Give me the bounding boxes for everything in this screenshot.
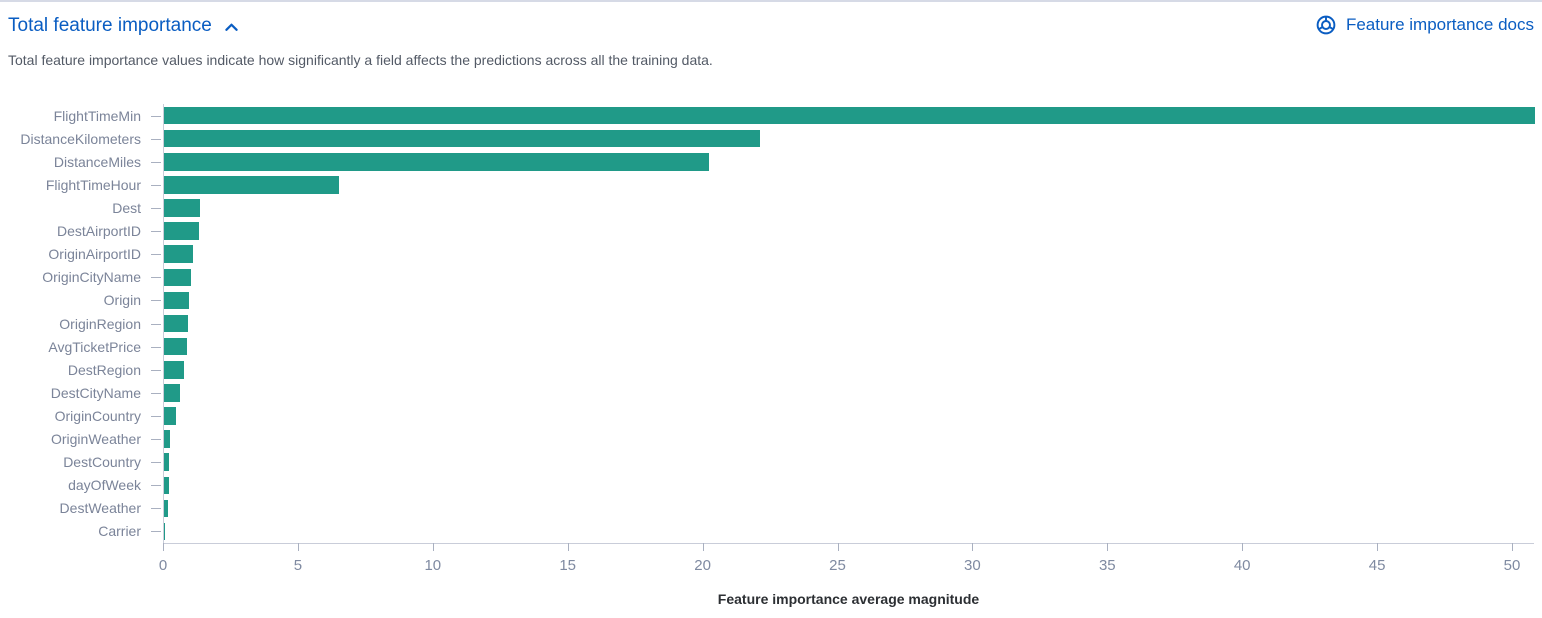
y-tick-mark [151, 324, 161, 325]
feature-importance-docs-link[interactable]: Feature importance docs [1315, 13, 1534, 37]
y-axis-label: OriginRegion [59, 315, 141, 332]
y-axis-label: OriginCityName [42, 269, 141, 286]
bar-DestCountry [164, 453, 169, 471]
y-axis-line [163, 104, 164, 543]
y-axis-label: DestAirportID [56, 223, 141, 240]
x-tick-label: 30 [964, 557, 981, 574]
x-tick-mark [1107, 543, 1109, 551]
x-tick-mark [163, 543, 164, 551]
bar-DistanceMiles [164, 153, 709, 171]
x-tick-label: 40 [1233, 557, 1251, 574]
x-tick-label: 5 [293, 557, 303, 574]
documentation-icon [1315, 14, 1337, 36]
x-tick-label: 50 [1503, 557, 1521, 574]
y-tick-mark [151, 277, 161, 278]
y-tick-mark [151, 485, 161, 486]
y-axis-label: AvgTicketPrice [48, 338, 141, 355]
x-tick-mark [432, 543, 434, 551]
bar-DestRegion [164, 361, 184, 379]
y-axis-label: DistanceMiles [53, 153, 141, 170]
total-feature-importance-toggle[interactable]: Total feature importance [8, 12, 240, 40]
x-tick-label: 0 [158, 557, 168, 574]
bar-DistanceKilometers [164, 129, 761, 148]
y-tick-mark [151, 254, 161, 255]
bar-DestCityName [164, 384, 181, 402]
x-tick-mark [1377, 543, 1379, 551]
bar-dayOfWeek [164, 476, 169, 494]
x-tick-label: 35 [1098, 557, 1116, 574]
y-tick-mark [151, 462, 161, 463]
bar-OriginCityName [164, 268, 191, 286]
y-tick-mark [151, 531, 161, 532]
y-axis-label: FlightTimeMin [53, 107, 141, 124]
bar-OriginWeather [164, 430, 170, 448]
bar-DestWeather [164, 499, 168, 518]
y-tick-mark [151, 508, 161, 509]
x-axis-line [163, 543, 1534, 544]
bar-Origin [164, 291, 190, 310]
y-tick-mark [151, 300, 161, 301]
y-axis-label: DestWeather [59, 500, 141, 517]
y-tick-mark [151, 139, 161, 140]
y-axis-label: dayOfWeek [68, 477, 141, 494]
y-tick-mark [151, 370, 161, 371]
y-axis-label: OriginCountry [54, 407, 141, 424]
bar-OriginAirportID [164, 245, 194, 263]
section-title: Total feature importance [8, 15, 212, 36]
y-axis-label: Carrier [98, 523, 141, 540]
x-tick-mark [567, 543, 569, 551]
y-tick-mark [151, 231, 161, 232]
y-axis-label: DistanceKilometers [20, 130, 141, 147]
y-axis-label: DestCountry [63, 454, 141, 471]
y-axis-label: Origin [103, 292, 141, 309]
y-tick-mark [151, 185, 161, 186]
x-tick-mark [972, 543, 974, 551]
y-tick-mark [151, 393, 161, 394]
y-tick-mark [151, 347, 161, 348]
bar-DestAirportID [164, 222, 200, 240]
section-description: Total feature importance values indicate… [8, 52, 713, 68]
y-axis-label: FlightTimeHour [45, 176, 141, 193]
bar-Carrier [164, 522, 166, 541]
docs-link-label: Feature importance docs [1345, 15, 1534, 34]
y-axis-label: OriginWeather [50, 431, 141, 448]
x-tick-mark [1242, 543, 1244, 551]
bar-Dest [164, 199, 201, 217]
chevron-up-icon [223, 17, 240, 36]
bar-AvgTicketPrice [164, 337, 187, 356]
y-tick-mark [151, 208, 161, 209]
bar-OriginCountry [164, 407, 176, 425]
x-tick-mark [297, 543, 299, 551]
y-tick-mark [151, 416, 161, 417]
x-tick-mark [1512, 543, 1513, 551]
x-tick-label: 45 [1368, 557, 1386, 574]
x-tick-label: 20 [694, 557, 711, 574]
y-axis-label: DestRegion [67, 361, 141, 378]
bar-OriginRegion [164, 314, 188, 333]
y-axis-label: OriginAirportID [48, 246, 141, 263]
bar-FlightTimeMin [164, 106, 1535, 125]
x-axis-title: Feature importance average magnitude [717, 591, 980, 607]
y-tick-mark [151, 162, 161, 163]
panel-top-border [0, 0, 1542, 2]
y-axis-label: Dest [112, 199, 141, 216]
bar-FlightTimeHour [164, 176, 340, 194]
x-tick-label: 15 [559, 557, 577, 574]
x-tick-mark [837, 543, 839, 551]
y-axis-label: DestCityName [50, 384, 141, 401]
x-tick-mark [702, 543, 704, 551]
x-tick-label: 25 [829, 557, 846, 574]
x-tick-label: 10 [424, 557, 442, 574]
y-tick-mark [151, 439, 161, 440]
y-tick-mark [151, 116, 161, 117]
